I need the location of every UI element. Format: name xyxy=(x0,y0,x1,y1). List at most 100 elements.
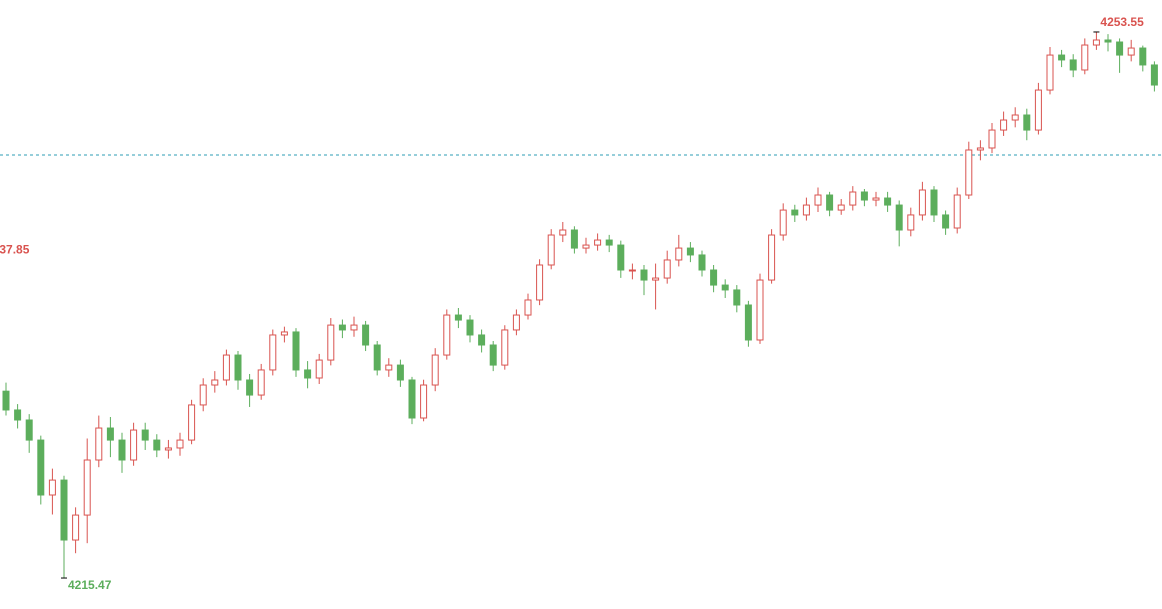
candle-body xyxy=(675,247,683,261)
candle-body xyxy=(443,314,451,356)
candle-body xyxy=(1081,44,1089,71)
candle-body xyxy=(188,404,196,441)
candle-body xyxy=(652,277,660,281)
candle-body xyxy=(60,479,68,541)
candle-body xyxy=(710,269,718,286)
candle-body xyxy=(292,331,300,371)
candle-body xyxy=(860,191,868,201)
candle-body xyxy=(791,209,799,216)
candle-body xyxy=(246,379,254,396)
candle-body xyxy=(768,234,776,281)
reference-label: 4237.85 xyxy=(0,242,30,256)
candle-body xyxy=(942,214,950,229)
candle-body xyxy=(1150,64,1158,86)
candle-body xyxy=(965,149,973,196)
candle-body xyxy=(918,189,926,216)
candle-body xyxy=(338,324,346,331)
candle-body xyxy=(686,247,694,256)
candle-body xyxy=(837,204,845,211)
candle-body xyxy=(1092,39,1100,46)
candle-body xyxy=(1116,41,1124,56)
candle-body xyxy=(640,269,648,281)
candle-body xyxy=(130,429,138,461)
candle-body xyxy=(826,194,834,211)
candle-body xyxy=(454,314,462,321)
candle-body xyxy=(280,331,288,336)
candle-body xyxy=(1011,114,1019,121)
candle-body xyxy=(779,209,787,236)
candle-body xyxy=(269,334,277,371)
candle-body xyxy=(1023,114,1031,131)
candle-body xyxy=(327,324,335,361)
candle-body xyxy=(628,269,636,272)
min-label: 4215.47 xyxy=(68,578,112,592)
candle-body xyxy=(95,427,103,461)
candle-body xyxy=(930,189,938,216)
candle-body xyxy=(83,459,91,516)
candle-body xyxy=(617,244,625,271)
candle-body xyxy=(802,204,810,216)
candle-body xyxy=(153,439,161,451)
candle-body xyxy=(582,244,590,249)
candle-body xyxy=(524,299,532,316)
candle-body xyxy=(895,204,903,231)
candle-body xyxy=(663,259,671,279)
candle-body xyxy=(756,279,764,341)
candle-body xyxy=(478,334,486,346)
candle-body xyxy=(721,284,729,291)
candle-body xyxy=(118,439,126,461)
candle-body xyxy=(25,419,33,441)
candle-body xyxy=(141,429,149,441)
candle-body xyxy=(605,239,613,246)
candle-body xyxy=(849,191,857,206)
candle-body xyxy=(257,369,265,396)
candle-body xyxy=(199,384,207,406)
candle-body xyxy=(1000,119,1008,131)
candle-body xyxy=(559,229,567,236)
candle-body xyxy=(594,239,602,246)
candle-body xyxy=(698,254,706,271)
candle-body xyxy=(2,390,10,411)
candle-body xyxy=(37,439,45,496)
candle-body xyxy=(988,129,996,149)
candle-body xyxy=(907,214,915,231)
candle-body xyxy=(420,384,428,419)
candle-body xyxy=(72,514,80,541)
candle-body xyxy=(164,447,172,451)
candle-body xyxy=(396,364,404,381)
candle-body xyxy=(176,439,184,449)
candle-body xyxy=(1034,89,1042,131)
candle-body xyxy=(373,344,381,371)
candle-body xyxy=(1127,47,1135,56)
candle-body xyxy=(315,359,323,379)
candle-body xyxy=(14,409,22,421)
candle-body xyxy=(976,147,984,151)
candle-body xyxy=(48,479,56,496)
candle-body xyxy=(408,379,416,419)
candle-body xyxy=(211,379,219,386)
candle-body xyxy=(106,427,114,441)
candle-body xyxy=(570,229,578,249)
candle-body xyxy=(872,197,880,201)
candle-body xyxy=(536,264,544,301)
candle-body xyxy=(304,369,312,379)
max-label: 4253.55 xyxy=(1100,15,1144,29)
candle-body xyxy=(385,364,393,371)
candle-body xyxy=(362,324,370,346)
candle-body xyxy=(222,354,230,381)
candle-body xyxy=(489,344,497,366)
candle-body xyxy=(1104,39,1112,43)
candle-body xyxy=(1069,59,1077,71)
candle-body xyxy=(512,314,520,331)
candle-body xyxy=(501,329,509,366)
candle-body xyxy=(744,304,752,341)
candle-body xyxy=(466,319,474,336)
candle-body xyxy=(884,197,892,206)
candle-body xyxy=(1139,47,1147,66)
candle-body xyxy=(350,324,358,331)
candle-body xyxy=(547,234,555,266)
candle-body xyxy=(234,354,242,381)
candle-body xyxy=(431,354,439,386)
candle-body xyxy=(1046,54,1054,91)
